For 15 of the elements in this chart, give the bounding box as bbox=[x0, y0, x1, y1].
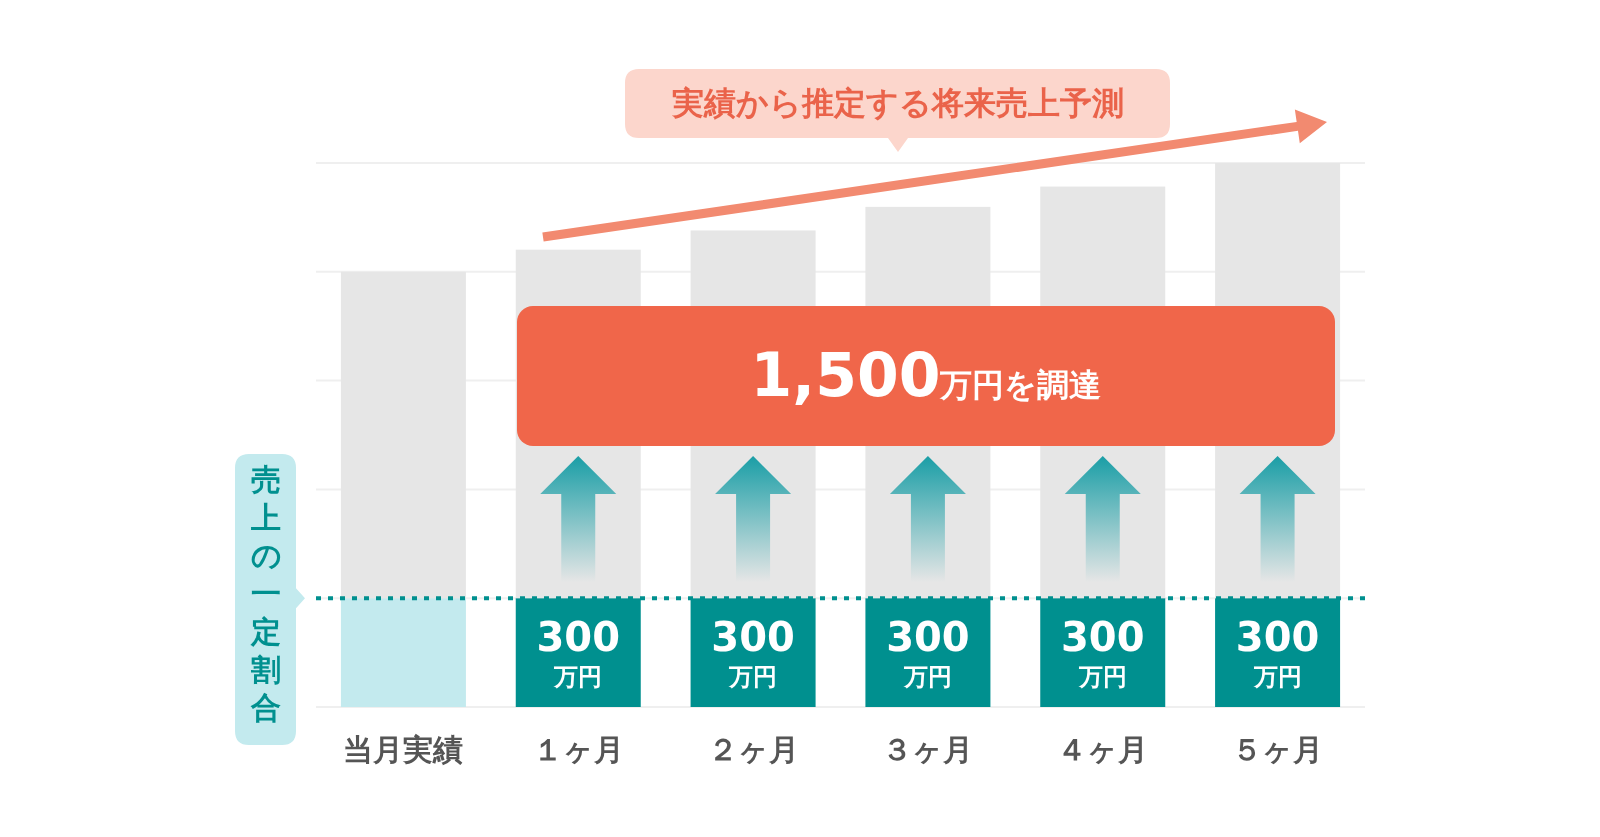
data-label: 300万円 bbox=[1235, 613, 1320, 691]
x-tick-label: 当月実績 bbox=[343, 732, 464, 767]
data-label: 300万円 bbox=[886, 613, 970, 691]
data-label: 300万円 bbox=[711, 613, 795, 691]
data-label: 300万円 bbox=[536, 613, 620, 691]
x-tick-label: ３ヶ月 bbox=[882, 732, 974, 767]
x-tick-label: １ヶ月 bbox=[532, 732, 624, 767]
ref-line-label: 売上の一定割合 bbox=[250, 462, 282, 725]
bar bbox=[340, 598, 466, 707]
x-tick-label: ４ヶ月 bbox=[1057, 732, 1149, 767]
data-label: 300万円 bbox=[1061, 613, 1145, 691]
text: 実績から推定する将来売上予測 bbox=[671, 84, 1124, 122]
x-tick-label: ５ヶ月 bbox=[1232, 732, 1324, 767]
annotation: 1,500万円を調達 bbox=[750, 340, 1102, 410]
x-tick-label: ２ヶ月 bbox=[707, 732, 799, 767]
